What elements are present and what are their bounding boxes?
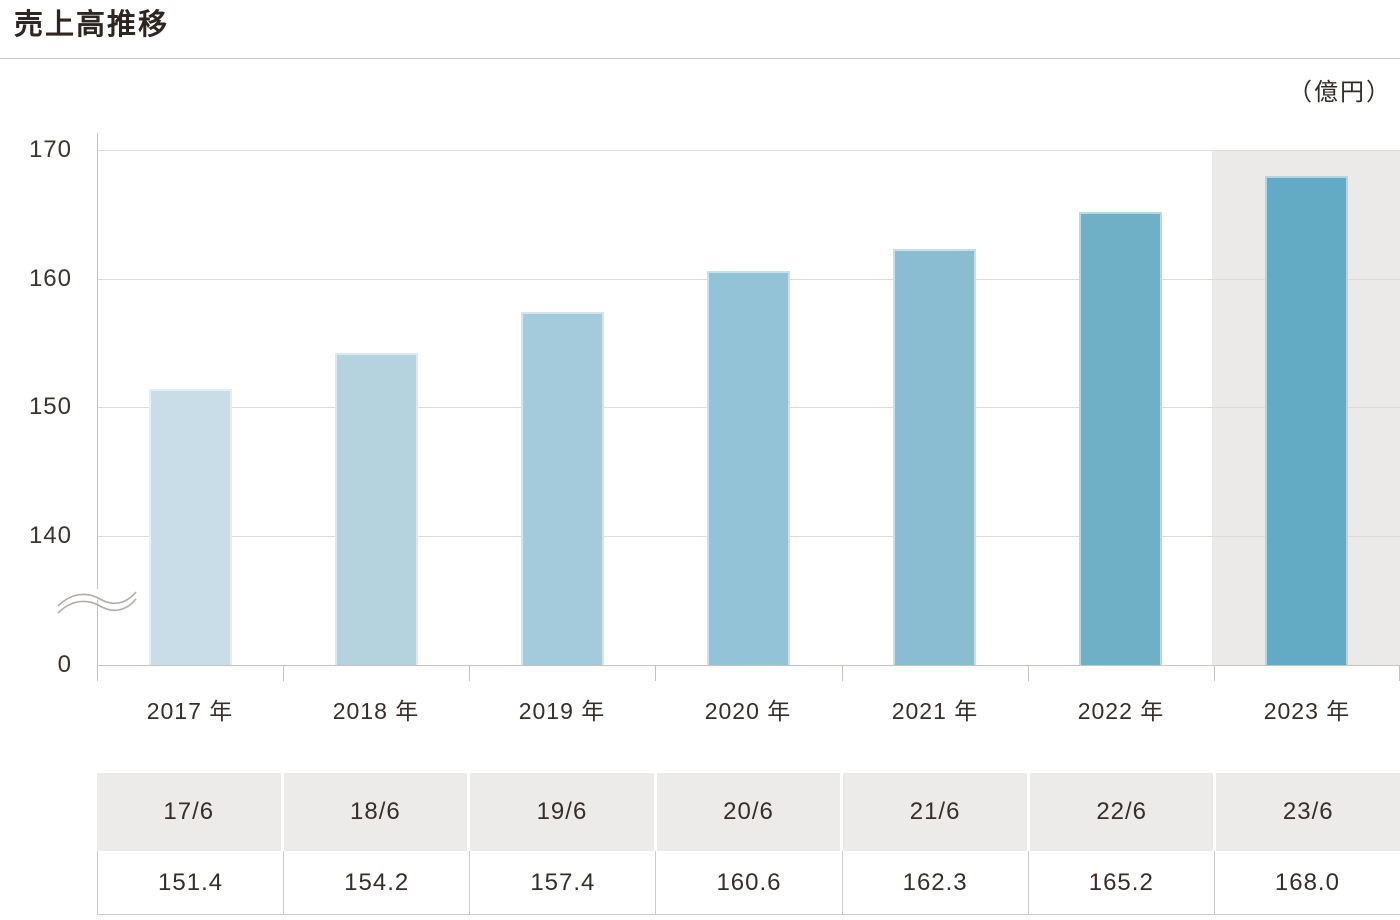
- x-axis-tick: [283, 665, 284, 681]
- table-header-23-6: 23/6: [1216, 773, 1400, 851]
- bar-2019: [521, 312, 604, 665]
- gridline-170: [97, 150, 1400, 151]
- bar-2022: [1079, 212, 1162, 665]
- y-axis-unit-label: （億円）: [1288, 79, 1392, 106]
- x-label-2018: 2018 年: [332, 698, 420, 724]
- table-header-22-6: 22/6: [1029, 773, 1217, 851]
- bar-2023: [1265, 176, 1348, 665]
- table-header-21-6: 21/6: [843, 773, 1030, 851]
- page-title: 売上高推移: [14, 9, 170, 41]
- y-tick-label-170: 170: [28, 136, 72, 163]
- x-label-2021: 2021 年: [891, 698, 979, 724]
- bar-2020: [707, 271, 790, 665]
- x-axis-tick: [842, 665, 843, 681]
- table-header-17-6: 17/6: [97, 773, 284, 851]
- table-header-19-6: 19/6: [470, 773, 657, 851]
- x-label-2023: 2023 年: [1263, 698, 1351, 724]
- x-axis-baseline: [97, 665, 1400, 666]
- values-table: 17/6 18/6 19/6 20/6 21/6 22/6 23/6 151.4 154.2 1…: [97, 773, 1400, 915]
- table-value-20-6: 160.6: [656, 851, 843, 914]
- y-axis-break-icon: [55, 585, 139, 614]
- x-axis-tick: [469, 665, 470, 681]
- x-axis-tick: [1214, 665, 1215, 681]
- table-value-22-6: 165.2: [1028, 851, 1215, 914]
- bar-2021: [893, 249, 976, 665]
- table-value-21-6: 162.3: [842, 851, 1029, 914]
- table-header-20-6: 20/6: [656, 773, 844, 851]
- x-label-2019: 2019 年: [518, 698, 606, 724]
- x-axis-tick: [1028, 665, 1029, 681]
- x-label-2017: 2017 年: [146, 698, 234, 724]
- table-value-18-6: 154.2: [284, 851, 471, 914]
- y-tick-label-160: 160: [28, 265, 72, 292]
- y-tick-label-0: 0: [57, 651, 72, 678]
- x-label-2020: 2020 年: [704, 698, 792, 724]
- table-value-17-6: 151.4: [98, 851, 285, 914]
- table-value-row: 151.4 154.2 157.4 160.6 162.3 165.2 168.0: [97, 851, 1400, 915]
- bar-2017: [149, 389, 232, 665]
- x-label-2022: 2022 年: [1077, 698, 1165, 724]
- x-axis-tick: [97, 665, 98, 681]
- title-divider: [0, 58, 1400, 59]
- y-tick-label-140: 140: [28, 522, 72, 549]
- table-header-18-6: 18/6: [283, 773, 471, 851]
- table-value-23-6: 168.0: [1214, 851, 1400, 914]
- bar-2018: [335, 353, 418, 665]
- table-header-row: 17/6 18/6 19/6 20/6 21/6 22/6 23/6: [97, 773, 1400, 851]
- y-tick-label-150: 150: [28, 393, 72, 420]
- x-axis-tick: [655, 665, 656, 681]
- y-axis-line: [97, 133, 98, 681]
- table-value-19-6: 157.4: [470, 851, 657, 914]
